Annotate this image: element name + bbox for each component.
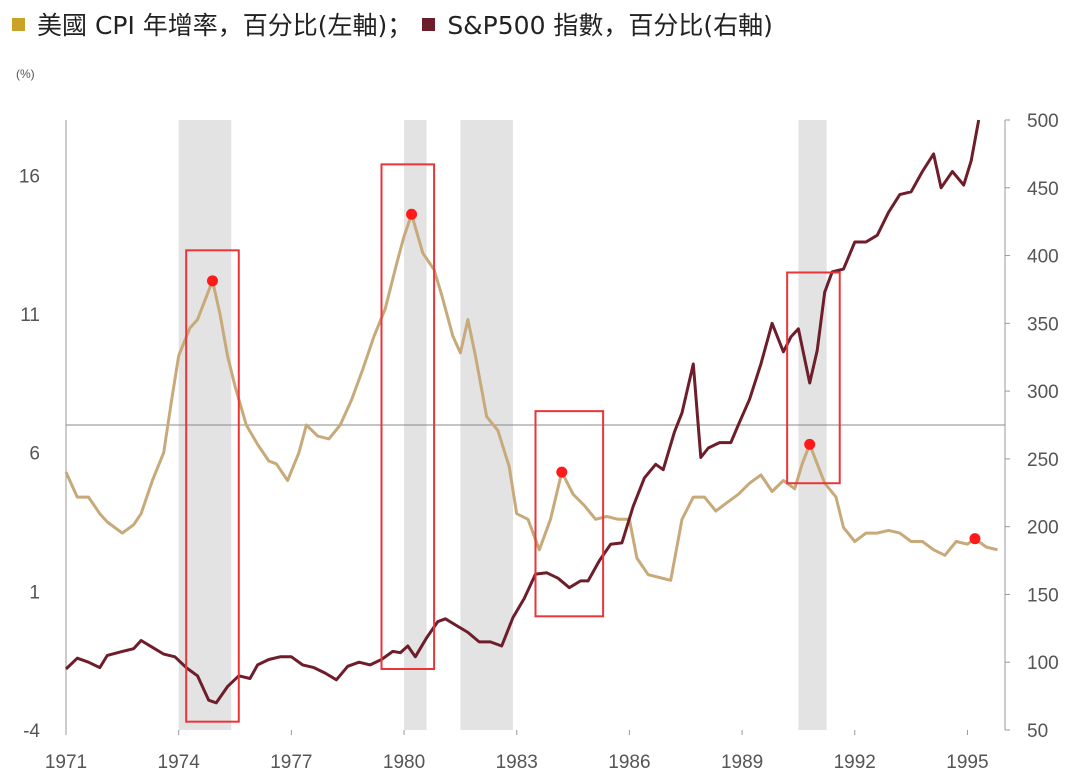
x-tick-label: 1983 xyxy=(496,752,538,773)
right-tick-label: 350 xyxy=(1027,314,1059,335)
x-tick-label: 1971 xyxy=(45,752,87,773)
cpi-legend-swatch xyxy=(12,17,25,31)
x-tick-label: 1980 xyxy=(383,752,425,773)
right-tick-label: 500 xyxy=(1027,111,1059,132)
x-tick-label: 1974 xyxy=(158,752,201,773)
x-tick-label: 1992 xyxy=(834,752,876,773)
left-tick-label: 1 xyxy=(29,582,40,603)
x-tick-label: 1989 xyxy=(721,752,763,773)
right-tick-label: 50 xyxy=(1027,721,1048,742)
chart-legend: 美國 CPI 年增率，百分比(左軸)； S&P500 指數，百分比(右軸) xyxy=(12,4,783,44)
left-axis-unit: (%) xyxy=(16,67,35,81)
x-tick-label: 1995 xyxy=(946,752,988,773)
peak-marker-5 xyxy=(969,533,981,545)
peak-marker-4 xyxy=(804,438,816,450)
cpi-legend-label: 美國 CPI 年增率，百分比(左軸)； xyxy=(37,11,413,40)
right-tick-label: 400 xyxy=(1027,247,1059,268)
right-tick-label: 200 xyxy=(1027,518,1059,539)
peak-marker-3 xyxy=(556,466,568,478)
highlight-box-3 xyxy=(534,410,605,618)
highlight-box-2 xyxy=(380,163,436,670)
x-tick-label: 1986 xyxy=(608,752,650,773)
right-tick-label: 250 xyxy=(1027,450,1059,471)
peak-marker-2 xyxy=(406,208,418,220)
sp500-legend-label: S&P500 指數，百分比(右軸) xyxy=(447,11,773,40)
right-tick-label: 150 xyxy=(1027,585,1059,606)
highlight-box-4 xyxy=(786,271,841,485)
highlight-box-1 xyxy=(185,249,240,723)
right-tick-label: 450 xyxy=(1027,179,1059,200)
peak-marker-1 xyxy=(206,275,218,287)
left-tick-label: -4 xyxy=(23,721,40,742)
left-tick-label: 11 xyxy=(20,305,40,326)
cpi-line xyxy=(64,212,998,582)
right-tick-label: 300 xyxy=(1027,382,1059,403)
left-tick-label: 16 xyxy=(19,166,40,187)
right-tick-label: 100 xyxy=(1027,653,1059,674)
x-tick-label: 1977 xyxy=(270,752,312,773)
sp500-legend-swatch xyxy=(422,17,436,31)
left-tick-label: 6 xyxy=(29,444,40,465)
